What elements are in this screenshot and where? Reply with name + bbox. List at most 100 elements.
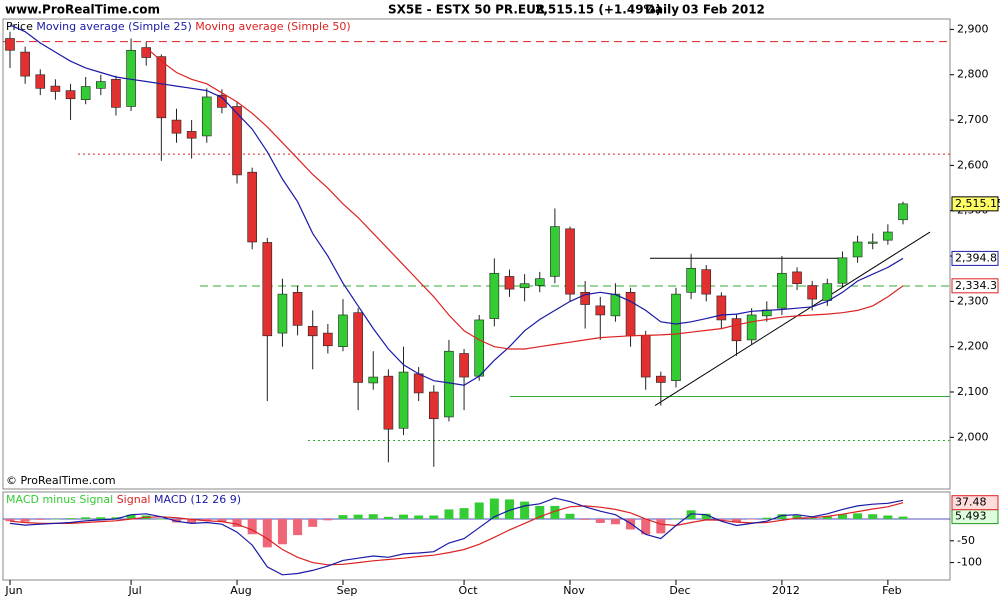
- histogram-bar: [474, 502, 484, 520]
- candle-body: [595, 305, 606, 316]
- candle-body: [701, 269, 712, 295]
- value-box: [951, 278, 999, 294]
- candle-body: [671, 293, 681, 381]
- histogram-bar: [626, 519, 636, 530]
- date: 03 Feb 2012: [682, 3, 765, 17]
- histogram-bar: [5, 519, 15, 522]
- histogram-bar: [822, 516, 832, 520]
- period: Daily: [645, 3, 679, 17]
- value-label: 2,394.8: [955, 251, 997, 264]
- candle-body: [368, 376, 379, 384]
- y-tick-label: 2,300: [957, 294, 989, 307]
- candle-body: [96, 81, 106, 89]
- candle-body: [232, 106, 242, 176]
- y-tick-label: 2,200: [957, 340, 989, 353]
- candle-body: [413, 373, 424, 394]
- legend-ma25: Moving average (Simple 25): [36, 20, 191, 33]
- quote: 2,515.15 (+1.49%): [535, 3, 661, 17]
- histogram-bar: [217, 519, 227, 522]
- legend-ma50: Moving average (Simple 50): [195, 20, 350, 33]
- histogram-bar: [293, 519, 303, 536]
- y-tick-label: 2,000: [957, 430, 989, 443]
- histogram-bar: [535, 505, 545, 520]
- histogram-bar: [232, 519, 242, 527]
- histogram-bar: [353, 514, 363, 520]
- histogram-bar: [368, 514, 378, 520]
- candle-body: [323, 332, 333, 347]
- candle-body: [353, 312, 363, 383]
- value-label: 5.493: [955, 510, 987, 523]
- x-tick-label: Aug: [230, 584, 251, 597]
- candle-body: [656, 375, 666, 383]
- histogram-bar: [777, 514, 787, 520]
- candle-body: [807, 285, 817, 300]
- x-tick-label: Dec: [669, 584, 690, 597]
- candle-body: [837, 257, 848, 284]
- histogram-bar: [66, 518, 76, 520]
- y-tick-label: -50: [957, 534, 975, 547]
- histogram-bar: [656, 519, 666, 534]
- histogram-bar: [837, 514, 847, 520]
- value-label: 2,515.15: [955, 197, 1000, 210]
- histogram-bar: [762, 517, 772, 520]
- candle-body: [262, 242, 273, 337]
- candle-body: [474, 319, 485, 377]
- moving-average: [9, 24, 904, 386]
- candle-body: [640, 335, 651, 378]
- candle-body: [504, 276, 515, 290]
- x-tick-label: Jun: [4, 584, 22, 597]
- candle-body: [428, 391, 439, 420]
- histogram-bar: [156, 519, 166, 520]
- candle-body: [534, 278, 545, 286]
- candle-body: [898, 203, 908, 221]
- y-tick-label: 2,800: [957, 68, 989, 81]
- histogram-bar: [444, 509, 454, 520]
- candle-body: [80, 86, 91, 100]
- candle-body: [247, 171, 257, 243]
- histogram-bar: [338, 515, 348, 520]
- candle-body: [111, 78, 121, 108]
- value-label: 2,334.3: [955, 279, 997, 292]
- histogram-bar: [671, 519, 681, 520]
- histogram-bar: [853, 513, 863, 520]
- candle-body: [35, 74, 46, 89]
- candle-body: [519, 283, 530, 289]
- value-label: 37.48: [955, 496, 987, 509]
- copyright: © ProRealTime.com: [6, 474, 116, 487]
- candle-body: [580, 291, 590, 305]
- histogram-bar: [701, 513, 711, 520]
- site: www.ProRealTime.com: [5, 3, 160, 17]
- x-tick-label: Nov: [563, 584, 585, 597]
- histogram-bar: [580, 519, 590, 520]
- y-tick-label: 2,600: [957, 158, 989, 171]
- candle-body: [65, 90, 76, 100]
- histogram-bar: [277, 519, 287, 545]
- y-tick-label: 2,100: [957, 385, 989, 398]
- price-panel: [2, 18, 951, 490]
- candle-body: [625, 291, 636, 337]
- value-box: [951, 250, 999, 266]
- histogram-bar: [126, 514, 136, 520]
- macd-legend: MACD minus Signal Signal MACD (12 26 9): [6, 493, 241, 506]
- histogram-bar: [81, 517, 91, 520]
- histogram-bar: [111, 517, 121, 520]
- candle-body: [398, 371, 409, 429]
- candle-body: [565, 228, 575, 295]
- legend-macd: MACD (12 26 9): [154, 493, 241, 506]
- candle-body: [883, 231, 893, 241]
- legend-signal: Signal: [117, 493, 151, 506]
- legend-hist: MACD minus Signal: [6, 493, 113, 506]
- candle-body: [383, 375, 394, 430]
- histogram-bar: [429, 515, 439, 520]
- trendline: [654, 231, 931, 407]
- x-tick-label: Sep: [337, 584, 358, 597]
- candle-body: [777, 272, 787, 309]
- macd-line: [9, 497, 904, 576]
- candle-body: [307, 325, 318, 337]
- candle-body: [277, 293, 288, 334]
- x-tick-label: 2012: [772, 584, 800, 597]
- histogram-bar: [504, 499, 514, 520]
- candle-body: [186, 131, 197, 139]
- candle-body: [217, 94, 227, 108]
- histogram-bar: [792, 515, 802, 520]
